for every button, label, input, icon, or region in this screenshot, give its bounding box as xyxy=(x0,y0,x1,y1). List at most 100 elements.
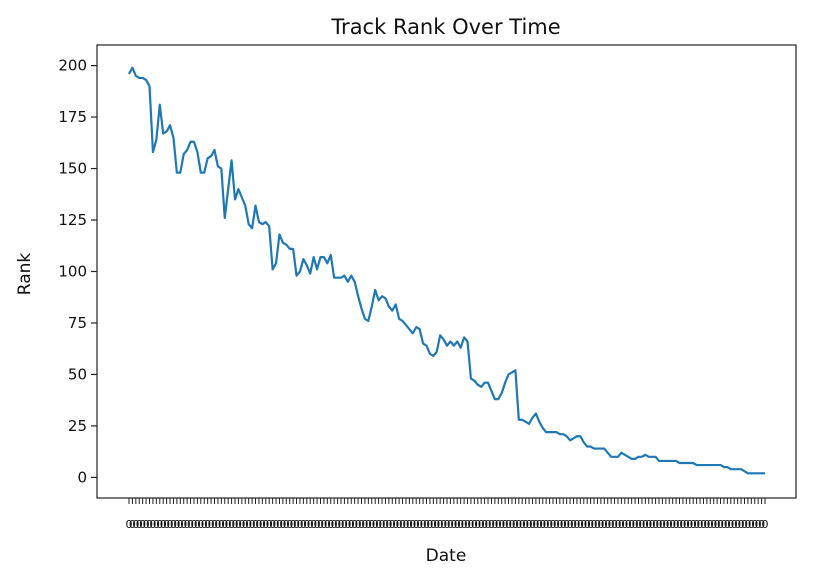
x-tick-label: 0 xyxy=(543,518,550,531)
x-tick-label: 0 xyxy=(242,518,249,531)
x-tick-label: 0 xyxy=(457,518,464,531)
x-tick-label: 0 xyxy=(467,518,474,531)
x-tick-label: 0 xyxy=(167,518,174,531)
x-tick-label: 0 xyxy=(481,518,488,531)
x-tick-label: 0 xyxy=(177,518,184,531)
x-tick-label: 0 xyxy=(508,518,515,531)
x-tick-label: 0 xyxy=(567,518,574,531)
x-tick-label: 0 xyxy=(317,518,324,531)
x-tick-label: 0 xyxy=(170,518,177,531)
x-tick-label: 0 xyxy=(594,518,601,531)
x-tick-label: 0 xyxy=(515,518,522,531)
x-tick-label: 0 xyxy=(259,518,266,531)
x-tick-label: 0 xyxy=(129,518,136,531)
x-tick-label: 0 xyxy=(635,518,642,531)
x-tick-label: 0 xyxy=(659,518,666,531)
x-tick-label: 0 xyxy=(406,518,413,531)
x-tick-label: 0 xyxy=(714,518,721,531)
x-tick-label: 0 xyxy=(184,518,191,531)
x-tick-label: 0 xyxy=(310,518,317,531)
x-tick-label: 0 xyxy=(556,518,563,531)
x-tick-label: 0 xyxy=(669,518,676,531)
x-tick-label: 0 xyxy=(262,518,269,531)
x-tick-label: 0 xyxy=(218,518,225,531)
x-tick-label: 0 xyxy=(365,518,372,531)
x-tick-label: 0 xyxy=(758,518,765,531)
x-tick-label: 0 xyxy=(587,518,594,531)
x-tick-label: 0 xyxy=(238,518,245,531)
x-tick-label: 0 xyxy=(355,518,362,531)
x-tick-label: 0 xyxy=(734,518,741,531)
x-tick-label: 0 xyxy=(536,518,543,531)
y-tick-label: 25 xyxy=(68,417,87,435)
x-tick-label: 0 xyxy=(279,518,286,531)
x-tick-label: 0 xyxy=(190,518,197,531)
x-tick-label: 0 xyxy=(693,518,700,531)
x-tick-label: 0 xyxy=(491,518,498,531)
x-tick-label: 0 xyxy=(255,518,262,531)
x-tick-label: 0 xyxy=(553,518,560,531)
x-tick-label: 0 xyxy=(276,518,283,531)
x-tick-label: 0 xyxy=(573,518,580,531)
x-tick-label: 0 xyxy=(707,518,714,531)
x-tick-label: 0 xyxy=(461,518,468,531)
x-tick-label: 0 xyxy=(727,518,734,531)
x-tick-label: 0 xyxy=(348,518,355,531)
x-tick-label: 0 xyxy=(454,518,461,531)
x-tick-label: 0 xyxy=(539,518,546,531)
x-axis: 0000000000000000000000000000000000000000… xyxy=(126,498,769,531)
x-tick-label: 0 xyxy=(614,518,621,531)
x-tick-label: 0 xyxy=(361,518,368,531)
x-tick-label: 0 xyxy=(372,518,379,531)
x-tick-label: 0 xyxy=(724,518,731,531)
x-tick-label: 0 xyxy=(392,518,399,531)
plot-frame xyxy=(96,44,797,499)
x-tick-label: 0 xyxy=(621,518,628,531)
x-tick-label: 0 xyxy=(143,518,150,531)
x-tick-label: 0 xyxy=(273,518,280,531)
x-tick-label: 0 xyxy=(180,518,187,531)
y-tick-label: 75 xyxy=(68,314,87,332)
x-tick-label: 0 xyxy=(703,518,710,531)
x-tick-label: 0 xyxy=(307,518,314,531)
x-tick-label: 0 xyxy=(197,518,204,531)
x-tick-label: 0 xyxy=(331,518,338,531)
x-tick-label: 0 xyxy=(485,518,492,531)
x-tick-label: 0 xyxy=(286,518,293,531)
x-tick-label: 0 xyxy=(204,518,211,531)
x-tick-label: 0 xyxy=(146,518,153,531)
x-tick-label: 0 xyxy=(296,518,303,531)
x-tick-label: 0 xyxy=(375,518,382,531)
x-tick-label: 0 xyxy=(662,518,669,531)
x-tick-label: 0 xyxy=(478,518,485,531)
x-tick-label: 0 xyxy=(495,518,502,531)
x-tick-label: 0 xyxy=(314,518,321,531)
x-tick-label: 0 xyxy=(211,518,218,531)
y-tick-label: 150 xyxy=(58,160,87,178)
y-axis-title: Rank xyxy=(15,253,35,296)
x-tick-label: 0 xyxy=(440,518,447,531)
x-tick-label: 0 xyxy=(320,518,327,531)
x-tick-label: 0 xyxy=(632,518,639,531)
x-tick-label: 0 xyxy=(232,518,239,531)
x-tick-label: 0 xyxy=(656,518,663,531)
x-tick-label: 0 xyxy=(283,518,290,531)
x-tick-label: 0 xyxy=(208,518,215,531)
x-tick-label: 0 xyxy=(710,518,717,531)
x-tick-label: 0 xyxy=(399,518,406,531)
x-tick-label: 0 xyxy=(423,518,430,531)
x-tick-label: 0 xyxy=(235,518,242,531)
x-tick-label: 0 xyxy=(447,518,454,531)
x-tick-label: 0 xyxy=(430,518,437,531)
x-tick-label: 0 xyxy=(420,518,427,531)
series-line xyxy=(128,66,765,475)
x-tick-label: 0 xyxy=(526,518,533,531)
x-tick-label: 0 xyxy=(652,518,659,531)
x-tick-label: 0 xyxy=(269,518,276,531)
x-tick-label: 0 xyxy=(221,518,228,531)
x-tick-label: 0 xyxy=(402,518,409,531)
y-tick-label: 125 xyxy=(58,211,87,229)
x-tick-label: 0 xyxy=(628,518,635,531)
x-tick-label: 0 xyxy=(300,518,307,531)
x-tick-label: 0 xyxy=(173,518,180,531)
